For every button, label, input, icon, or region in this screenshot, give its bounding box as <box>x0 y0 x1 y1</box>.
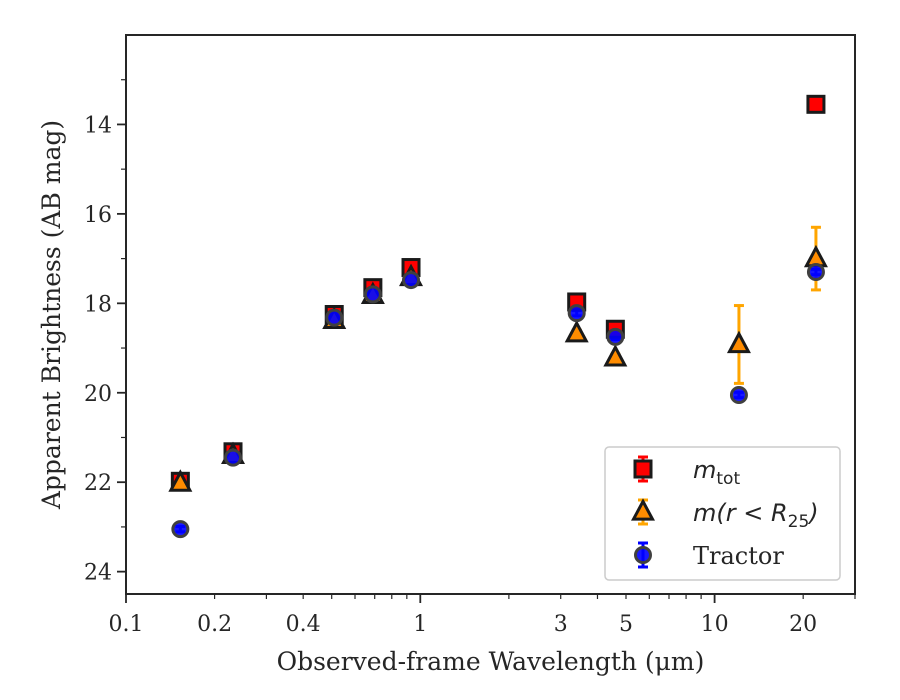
x-tick-label: 0.1 <box>109 612 144 637</box>
y-axis-label: Apparent Brightness (AB mag) <box>37 120 66 510</box>
marker-tractor <box>567 304 586 323</box>
marker-m-r25 <box>168 469 193 492</box>
x-tick-label: 5 <box>619 612 633 637</box>
x-tick-label: 20 <box>789 612 817 637</box>
legend-marker <box>630 498 656 521</box>
y-tick-label: 18 <box>84 292 112 317</box>
x-axis-ticks: 0.1 0.2 0.4 1 3 5 10 20 <box>109 594 856 637</box>
marker-tractor <box>171 520 190 539</box>
marker-tractor <box>402 271 421 290</box>
marker-m-r25 <box>726 330 751 354</box>
legend-label: mtot <box>693 456 740 489</box>
y-tick-label: 20 <box>84 382 112 407</box>
legend-marker <box>634 546 652 564</box>
legend-label: m(r < R25) <box>693 499 819 532</box>
marker-tractor <box>729 385 748 404</box>
y-tick-label: 24 <box>84 561 112 586</box>
marker-mtot <box>806 94 826 114</box>
marker-tractor <box>606 327 625 346</box>
marker-m-r25 <box>603 344 628 367</box>
plot-frame <box>125 34 856 595</box>
marker-tractor <box>806 263 825 282</box>
x-tick-label: 10 <box>701 612 729 637</box>
x-tick-label: 3 <box>554 612 568 637</box>
x-tick-label: 0.2 <box>197 612 232 637</box>
marker-m-r25 <box>564 319 589 343</box>
x-tick-label: 1 <box>413 612 427 637</box>
marker-tractor <box>325 308 344 327</box>
x-axis-label: Observed-frame Wavelength (μm) <box>277 647 705 676</box>
y-tick-label: 14 <box>84 113 112 138</box>
legend-label: Tractor <box>693 542 784 570</box>
legend-box <box>604 446 841 581</box>
legend-marker <box>633 459 653 479</box>
legend: mtot m(r < R25) Tractor <box>604 446 841 581</box>
marker-tractor <box>363 285 382 304</box>
marker-tractor <box>224 448 243 467</box>
data-markers <box>168 94 828 539</box>
y-tick-label: 22 <box>84 471 112 496</box>
y-tick-label: 16 <box>84 203 112 228</box>
y-axis-ticks: 14 16 18 20 22 24 <box>84 79 126 586</box>
x-tick-label: 0.4 <box>286 612 321 637</box>
